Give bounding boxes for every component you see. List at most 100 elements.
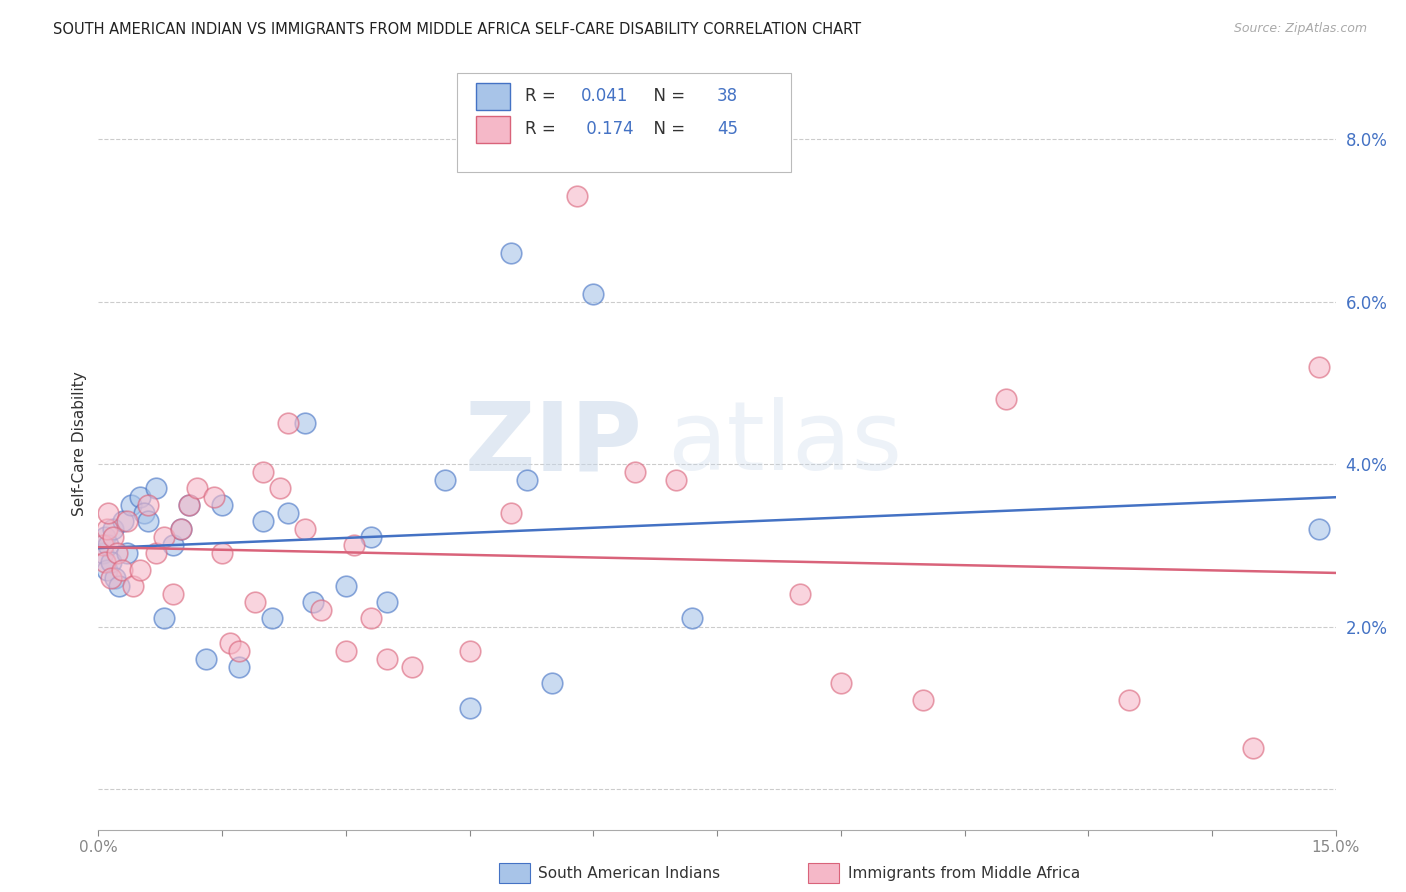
Point — [375, 595, 398, 609]
Point — [401, 660, 423, 674]
Point — [110, 563, 132, 577]
Text: N =: N = — [643, 120, 690, 138]
Point — [1308, 359, 1330, 374]
Point — [105, 546, 128, 560]
Point — [179, 498, 201, 512]
Point — [179, 498, 201, 512]
Point — [623, 465, 645, 479]
Point — [96, 522, 118, 536]
Point — [360, 611, 382, 625]
Point — [277, 417, 299, 431]
Point — [302, 595, 325, 609]
Point — [243, 595, 266, 609]
Point — [228, 660, 250, 674]
Point — [360, 530, 382, 544]
Point — [91, 546, 114, 560]
Point — [94, 555, 117, 569]
Point — [162, 538, 184, 552]
Point — [830, 676, 852, 690]
Point — [96, 563, 118, 577]
Point — [343, 538, 366, 552]
Point — [194, 652, 217, 666]
Point — [117, 514, 139, 528]
Point — [91, 538, 114, 552]
Point — [128, 490, 150, 504]
Y-axis label: Self-Care Disability: Self-Care Disability — [72, 371, 87, 516]
Text: atlas: atlas — [668, 397, 903, 491]
Text: R =: R = — [526, 120, 561, 138]
Point — [309, 603, 332, 617]
Point — [541, 676, 564, 690]
Point — [335, 644, 357, 658]
Point — [582, 286, 605, 301]
Point — [1241, 741, 1264, 756]
Point — [219, 636, 242, 650]
Text: R =: R = — [526, 87, 561, 105]
Point — [97, 506, 120, 520]
Text: 38: 38 — [717, 87, 738, 105]
Point — [100, 555, 122, 569]
Point — [252, 514, 274, 528]
Point — [375, 652, 398, 666]
Point — [122, 579, 145, 593]
Point — [277, 506, 299, 520]
Point — [94, 530, 117, 544]
Point — [153, 611, 176, 625]
Point — [211, 546, 233, 560]
Point — [458, 700, 481, 714]
Point — [97, 538, 120, 552]
Point — [145, 546, 167, 560]
Point — [108, 579, 131, 593]
Text: 0.041: 0.041 — [581, 87, 628, 105]
Point — [499, 246, 522, 260]
Point — [294, 417, 316, 431]
Point — [136, 514, 159, 528]
Point — [120, 498, 142, 512]
Point — [170, 522, 193, 536]
Point — [112, 514, 135, 528]
Point — [433, 473, 456, 487]
Point — [294, 522, 316, 536]
Point — [228, 644, 250, 658]
Point — [103, 530, 125, 544]
Point — [269, 482, 291, 496]
Point — [665, 473, 688, 487]
Point — [994, 392, 1017, 406]
Text: 0.174: 0.174 — [581, 120, 634, 138]
Point — [565, 189, 588, 203]
FancyBboxPatch shape — [475, 116, 510, 143]
Point — [252, 465, 274, 479]
Point — [1118, 692, 1140, 706]
Point — [912, 692, 935, 706]
Point — [162, 587, 184, 601]
Point — [681, 611, 703, 625]
Text: 45: 45 — [717, 120, 738, 138]
Point — [100, 571, 122, 585]
Text: ZIP: ZIP — [465, 397, 643, 491]
Point — [1308, 522, 1330, 536]
Point — [136, 498, 159, 512]
Point — [128, 563, 150, 577]
Text: Immigrants from Middle Africa: Immigrants from Middle Africa — [848, 866, 1080, 880]
Point — [458, 644, 481, 658]
Point — [789, 587, 811, 601]
Point — [132, 506, 155, 520]
FancyBboxPatch shape — [475, 83, 510, 110]
Point — [186, 482, 208, 496]
Point — [516, 473, 538, 487]
Text: SOUTH AMERICAN INDIAN VS IMMIGRANTS FROM MIDDLE AFRICA SELF-CARE DISABILITY CORR: SOUTH AMERICAN INDIAN VS IMMIGRANTS FROM… — [53, 22, 862, 37]
FancyBboxPatch shape — [457, 73, 792, 172]
Text: Source: ZipAtlas.com: Source: ZipAtlas.com — [1233, 22, 1367, 36]
Point — [170, 522, 193, 536]
Point — [117, 546, 139, 560]
Point — [202, 490, 225, 504]
Point — [335, 579, 357, 593]
Point — [260, 611, 283, 625]
Text: South American Indians: South American Indians — [538, 866, 721, 880]
Text: N =: N = — [643, 87, 690, 105]
Point — [145, 482, 167, 496]
Point — [211, 498, 233, 512]
Point — [103, 522, 125, 536]
Point — [499, 506, 522, 520]
Point — [104, 571, 127, 585]
